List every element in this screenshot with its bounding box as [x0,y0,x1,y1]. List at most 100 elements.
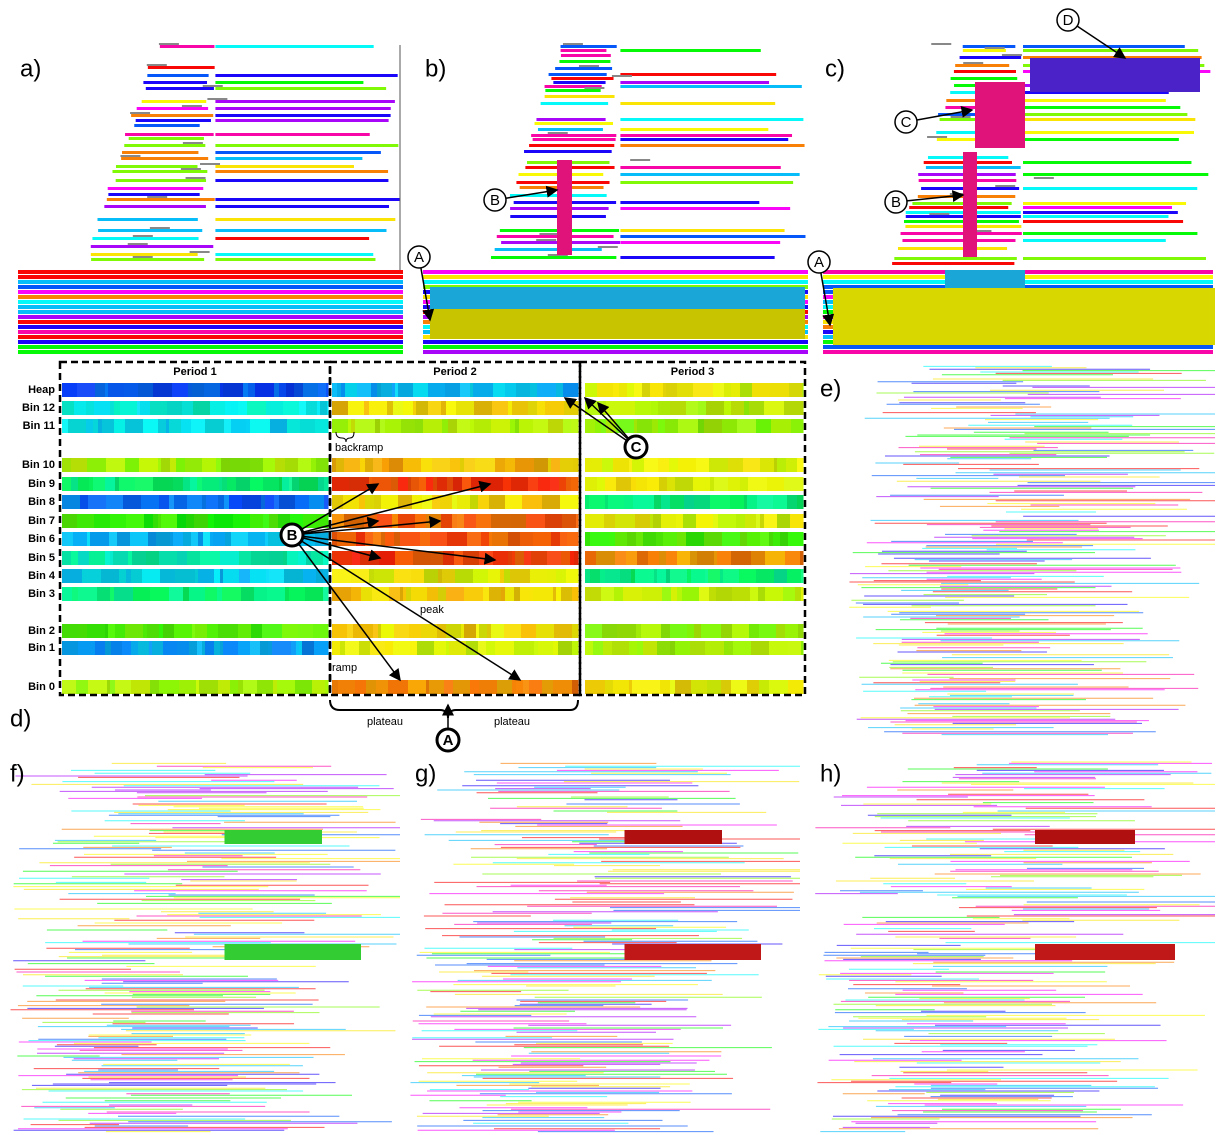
heat-cell [255,383,275,397]
heat-cell [183,587,190,601]
heat-cell [563,419,572,433]
row-label: Bin 8 [28,496,55,508]
tick [200,163,220,165]
heat-cell [643,532,657,546]
heat-cell [637,419,653,433]
heat-cell [585,458,603,472]
heat-cell [205,641,215,655]
heat-cell [602,624,618,638]
heat-cell [647,477,660,491]
heat-cell [478,641,487,655]
heat-cell [105,641,112,655]
heat-cell [385,419,402,433]
heat-cell [150,587,170,601]
heat-cell [195,569,199,583]
heat-cell [511,477,529,491]
heat-cell [758,587,766,601]
tick [963,62,983,64]
heat-cell [119,569,127,583]
heat-cell [299,477,319,491]
bar [131,114,213,117]
heat-cell [395,551,414,565]
heat-cell [332,419,349,433]
heat-cell [296,641,300,655]
heat-cell [666,383,678,397]
heat-cell [483,587,490,601]
heat-cell [446,641,450,655]
heat-cell [243,383,249,397]
heat-cell [659,551,667,565]
heat-cell [82,569,102,583]
heat-cell [771,419,792,433]
heat-cell [661,495,671,509]
heat-cell [357,383,372,397]
heat-cell [613,458,630,472]
heat-cell [225,532,232,546]
heat-cell [505,587,515,601]
bar [1023,215,1168,218]
heat-cell [500,569,505,583]
heat-cell [770,383,790,397]
heat-cell [206,495,219,509]
bar [955,64,1009,67]
bar [18,290,403,294]
heat-cell [728,641,734,655]
heat-cell [403,458,422,472]
heat-cell [159,680,180,694]
heat-cell [704,419,723,433]
heat-cell [740,532,748,546]
heat-cell [566,569,579,583]
heat-cell [776,624,786,638]
row-label: Bin 11 [23,420,55,432]
heat-cell [464,514,477,528]
heat-cell [214,641,221,655]
heat-cell [652,419,659,433]
bar [91,253,198,256]
heat-cell [441,514,453,528]
heat-cell [332,401,349,415]
panel-label: d) [10,705,31,732]
heat-cell [438,587,447,601]
heat-cell [670,680,676,694]
heat-cell [73,532,88,546]
heat-cell [454,551,464,565]
heat-cell [800,551,804,565]
heat-cell [620,569,632,583]
heat-cell [87,624,106,638]
bar [524,150,612,153]
bar [1023,161,1191,164]
heat-cell [637,551,649,565]
heat-cell [274,495,280,509]
bar [535,122,613,125]
heat-cell [340,641,346,655]
heat-cell [434,641,447,655]
heat-cell [385,532,395,546]
bar [112,170,207,173]
heat-cell [515,551,525,565]
bar [215,237,369,240]
bar [951,77,1018,80]
heat-cell [78,624,88,638]
heat-cell [605,477,617,491]
heat-cell [224,495,230,509]
heat-cell [316,458,329,472]
heat-cell [503,477,512,491]
heat-cell [691,569,706,583]
heat-cell [239,569,251,583]
heat-cell [784,401,804,415]
heat-cell [801,587,804,601]
bar [18,275,403,279]
heat-cell [460,458,465,472]
heat-cell [538,477,551,491]
heat-cell [687,569,692,583]
heat-cell [682,587,700,601]
heat-cell [220,551,240,565]
heat-cell [131,641,139,655]
bar [536,118,605,121]
heat-cell [585,587,602,601]
tick [563,43,583,45]
heat-cell [764,514,778,528]
heat-cell [663,383,667,397]
row-label: Bin 12 [22,402,55,414]
panel-label: b) [425,55,446,82]
